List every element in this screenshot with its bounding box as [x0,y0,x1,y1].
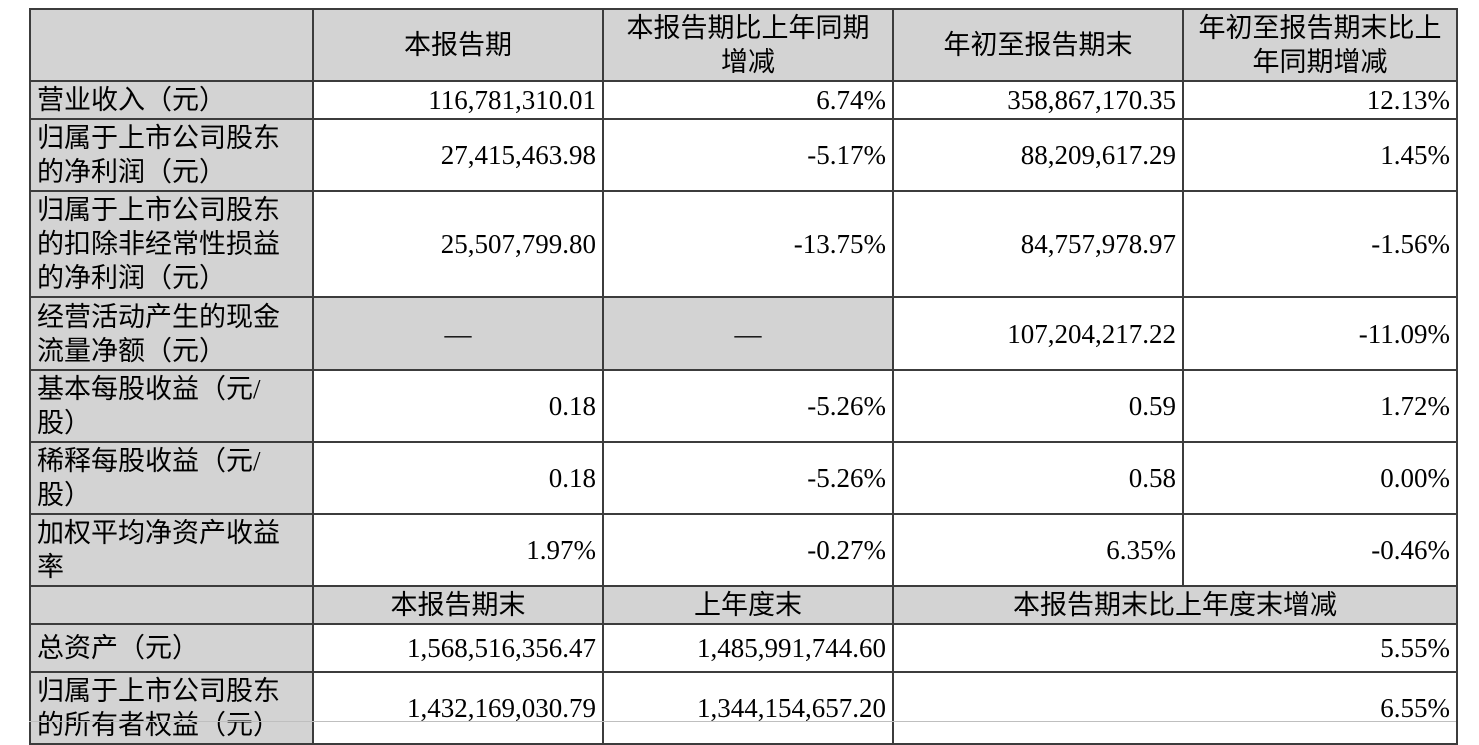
metric-row-net-profit: 归属于上市公司股东 的净利润（元） 27,415,463.98 -5.17% 8… [29,118,1458,192]
value-cell: 107,204,217.22 [892,296,1184,371]
header-yoy-change: 本报告期比上年同期 增减 [602,8,894,82]
empty-dash-cell: — [312,296,604,371]
value-cell: 116,781,310.01 [312,80,604,120]
header-ytd-yoy-change: 年初至报告期末比上 年同期增减 [1182,8,1458,82]
row-label-cell: 加权平均净资产收益 率 [29,513,314,587]
value-cell: 1.97% [312,513,604,587]
value-cell: -5.17% [602,118,894,192]
financial-summary-table: 本报告期 本报告期比上年同期 增减 年初至报告期末 年初至报告期末比上 年同期增… [29,8,1458,745]
subheader-prior-year-end: 上年度末 [602,585,894,625]
subheader-period-end: 本报告期末 [312,585,604,625]
row-label-cell: 总资产（元） [29,623,314,673]
value-cell: 1.45% [1182,118,1458,192]
metric-row-diluted-eps: 稀释每股收益（元/ 股） 0.18 -5.26% 0.58 0.00% [29,441,1458,515]
value-cell: 0.58 [892,441,1184,515]
value-cell: 0.59 [892,369,1184,443]
row-label-cell: 基本每股收益（元/ 股） [29,369,314,443]
value-cell: 6.35% [892,513,1184,587]
empty-dash-cell: — [602,296,894,371]
value-cell: -13.75% [602,190,894,298]
value-cell: 88,209,617.29 [892,118,1184,192]
value-cell: 1.72% [1182,369,1458,443]
value-cell: 1,432,169,030.79 [312,671,604,745]
value-cell: 6.74% [602,80,894,120]
value-cell: -1.56% [1182,190,1458,298]
metric-row-revenue: 营业收入（元） 116,781,310.01 6.74% 358,867,170… [29,80,1458,120]
value-cell: 0.00% [1182,441,1458,515]
metric-row-basic-eps: 基本每股收益（元/ 股） 0.18 -5.26% 0.59 1.72% [29,369,1458,443]
value-cell: -0.27% [602,513,894,587]
value-cell: 12.13% [1182,80,1458,120]
value-cell: 84,757,978.97 [892,190,1184,298]
row-label-cell: 稀释每股收益（元/ 股） [29,441,314,515]
row-label-cell: 营业收入（元） [29,80,314,120]
metric-row-operating-cash-flow: 经营活动产生的现金 流量净额（元） — — 107,204,217.22 -11… [29,296,1458,371]
value-cell-merged: 6.55% [892,671,1458,745]
header-current-period: 本报告期 [312,8,604,82]
value-cell: 0.18 [312,369,604,443]
row-label-cell: 归属于上市公司股东 的所有者权益（元） [29,671,314,745]
value-cell: -5.26% [602,441,894,515]
value-cell: -11.09% [1182,296,1458,371]
value-cell: 1,568,516,356.47 [312,623,604,673]
metric-row-net-profit-excl-nonrecurring: 归属于上市公司股东 的扣除非经常性损益 的净利润（元） 25,507,799.8… [29,190,1458,298]
table-header-row: 本报告期 本报告期比上年同期 增减 年初至报告期末 年初至报告期末比上 年同期增… [29,8,1458,82]
row-label-cell: 归属于上市公司股东 的扣除非经常性损益 的净利润（元） [29,190,314,298]
row-label-cell: 经营活动产生的现金 流量净额（元） [29,296,314,371]
header-corner-cell [29,8,314,82]
value-cell: -0.46% [1182,513,1458,587]
value-cell: 1,344,154,657.20 [602,671,894,745]
table-subheader-row: 本报告期末 上年度末 本报告期末比上年度末增减 [29,585,1458,625]
value-cell: 0.18 [312,441,604,515]
value-cell: 25,507,799.80 [312,190,604,298]
metric-row-weighted-avg-roe: 加权平均净资产收益 率 1.97% -0.27% 6.35% -0.46% [29,513,1458,587]
row-label-cell: 归属于上市公司股东 的净利润（元） [29,118,314,192]
value-cell: 1,485,991,744.60 [602,623,894,673]
metric-row-total-assets: 总资产（元） 1,568,516,356.47 1,485,991,744.60… [29,623,1458,673]
subheader-change-vs-prior-year-end: 本报告期末比上年度末增减 [892,585,1458,625]
subheader-corner-cell [29,585,314,625]
header-ytd: 年初至报告期末 [892,8,1184,82]
value-cell: -5.26% [602,369,894,443]
table-bottom-rule [29,721,1456,722]
report-page: 本报告期 本报告期比上年同期 增减 年初至报告期末 年初至报告期末比上 年同期增… [29,8,1458,745]
value-cell: 27,415,463.98 [312,118,604,192]
metric-row-equity-attributable: 归属于上市公司股东 的所有者权益（元） 1,432,169,030.79 1,3… [29,671,1458,745]
value-cell-merged: 5.55% [892,623,1458,673]
value-cell: 358,867,170.35 [892,80,1184,120]
